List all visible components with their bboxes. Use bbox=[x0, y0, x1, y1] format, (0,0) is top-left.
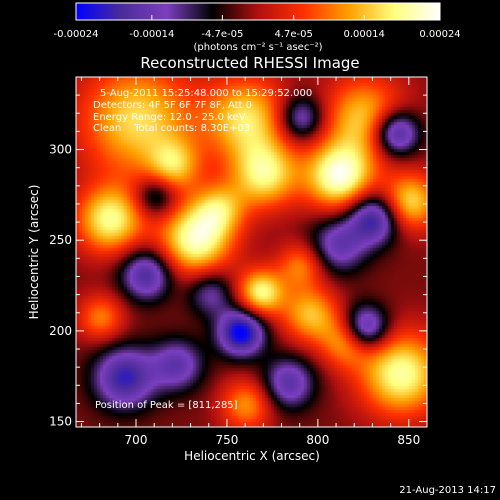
footer-timestamp: 21-Aug-2013 14:17 bbox=[399, 485, 496, 496]
colorbar-tick-label: 0.00024 bbox=[419, 29, 460, 40]
axis-ticks: 700 750 800 850 150 200 250 300 bbox=[49, 76, 428, 447]
colorbar-gradient bbox=[75, 2, 441, 21]
chart-title: Reconstructed RHESSI Image bbox=[140, 54, 359, 72]
x-tick-label: 800 bbox=[306, 433, 329, 447]
y-tick-label: 150 bbox=[49, 415, 72, 429]
y-axis-label: Heliocentric Y (arcsec) bbox=[27, 185, 41, 320]
y-tick-label: 200 bbox=[49, 324, 72, 338]
x-tick-label: 850 bbox=[397, 433, 420, 447]
annotation-energy-range: Energy Range: 12.0 - 25.0 keV bbox=[93, 112, 246, 123]
colorbar-tick-label: -0.00024 bbox=[54, 29, 99, 40]
annotation-time-range: 5-Aug-2011 15:25:48.000 to 15:29:52.000 bbox=[100, 88, 312, 99]
colorbar-ticks: -0.00024 -0.00014 -4.7e-05 4.7e-05 0.00014 0.… bbox=[54, 15, 461, 40]
x-tick-label: 700 bbox=[125, 433, 148, 447]
colorbar-unit-label: (photons cm⁻² s⁻¹ asec⁻²) bbox=[193, 42, 322, 53]
heatmap-canvas bbox=[76, 77, 427, 427]
colorbar: -0.00024 -0.00014 -4.7e-05 4.7e-05 0.00014 0.… bbox=[54, 2, 461, 53]
annotation-clean-counts: Clean Total counts: 8.30E+03 bbox=[93, 123, 250, 134]
colorbar-tick-label: 0.00014 bbox=[343, 29, 384, 40]
plot-frame bbox=[75, 76, 428, 428]
x-tick-label: 750 bbox=[215, 433, 238, 447]
y-tick-label: 250 bbox=[49, 233, 72, 247]
colorbar-tick-label: 4.7e-05 bbox=[274, 29, 312, 40]
annotation-block: 5-Aug-2011 15:25:48.000 to 15:29:52.000 … bbox=[93, 88, 312, 134]
heatmap-area bbox=[75, 76, 428, 428]
colorbar-tick-label: -4.7e-05 bbox=[201, 29, 243, 40]
colorbar-tick-label: -0.00014 bbox=[129, 29, 174, 40]
x-axis-label: Heliocentric X (arcsec) bbox=[184, 449, 320, 463]
y-tick-label: 300 bbox=[49, 143, 72, 157]
peak-position-label: Position of Peak = [811,285] bbox=[95, 400, 238, 411]
annotation-detectors: Detectors: 4F 5F 6F 7F 8F, Att 0 bbox=[93, 100, 252, 111]
